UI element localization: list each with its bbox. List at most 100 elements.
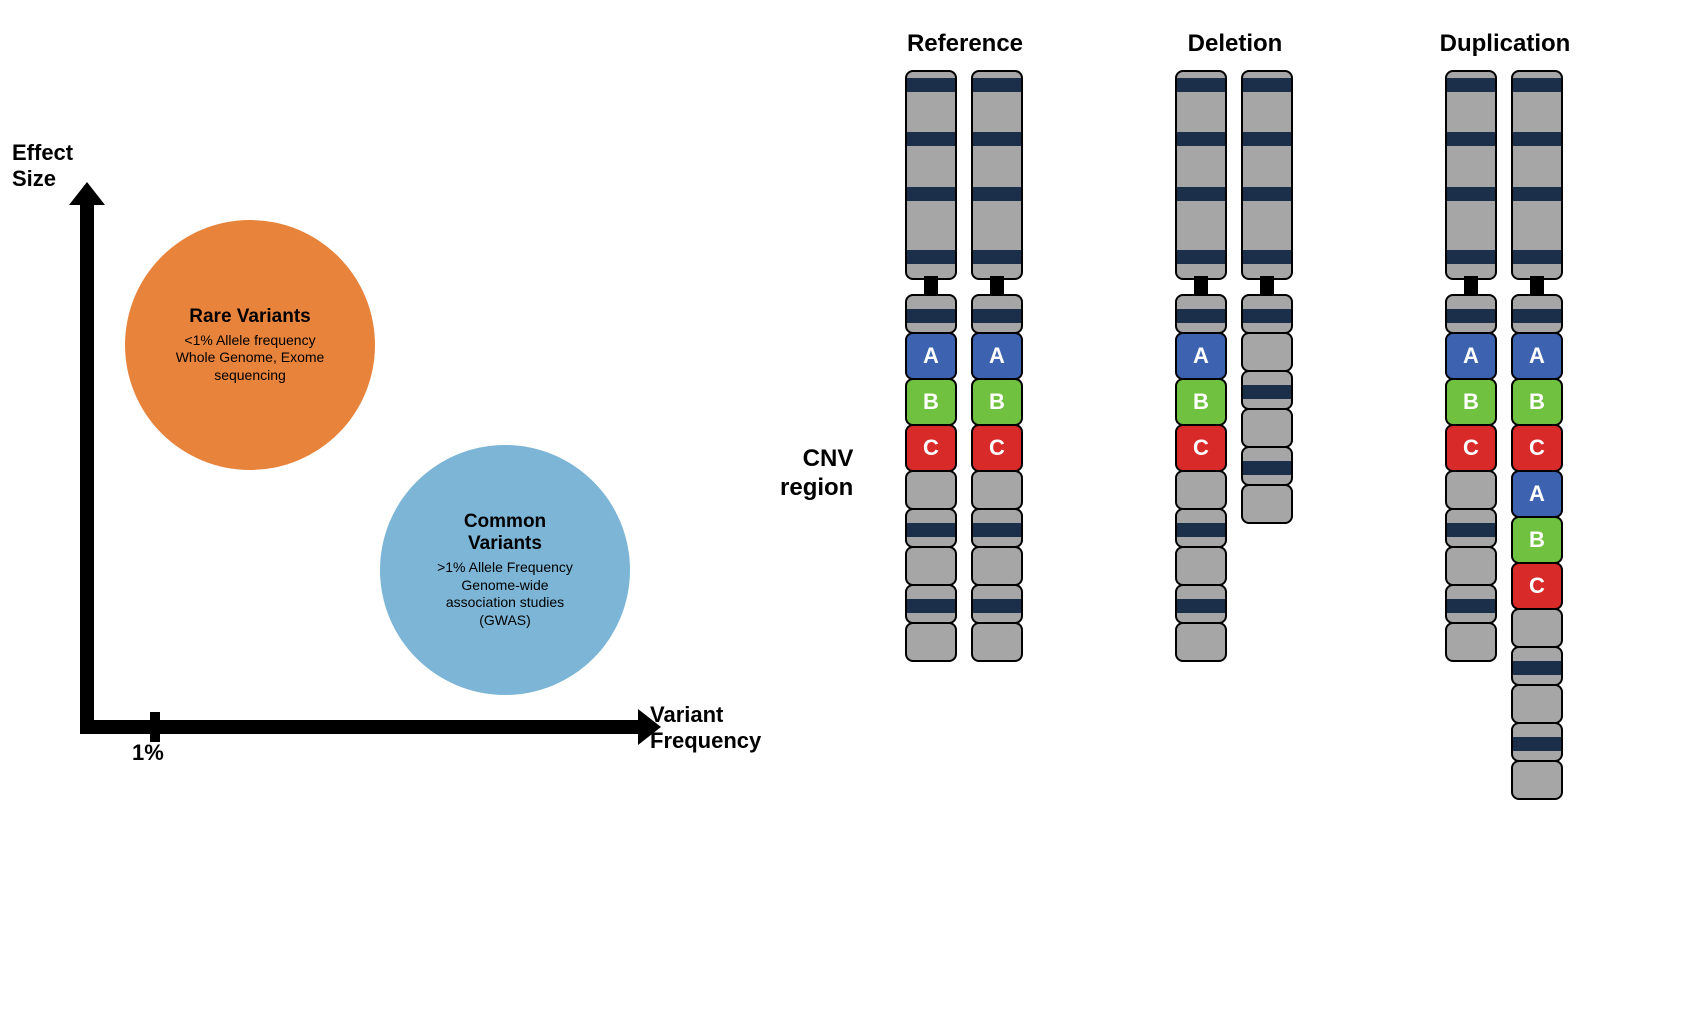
short-arm <box>971 70 1023 280</box>
gray-segment <box>1445 294 1497 334</box>
gene-segment-a: A <box>1175 332 1227 380</box>
chromosome-group-title: Reference <box>845 30 1085 58</box>
gray-segment <box>1175 622 1227 662</box>
gene-segment-a: A <box>905 332 957 380</box>
chromatid: ABC <box>905 70 957 660</box>
gene-label: B <box>1529 389 1545 415</box>
gray-segment <box>1445 584 1497 624</box>
chromatid <box>1241 70 1293 522</box>
x-tick-1pct <box>150 712 160 742</box>
chrom-band <box>1177 523 1225 537</box>
chromosome-group-title: Duplication <box>1385 30 1625 58</box>
gray-segment <box>1511 608 1563 648</box>
centromere <box>1194 276 1208 296</box>
gene-label: C <box>1463 435 1479 461</box>
gray-segment <box>1445 546 1497 586</box>
chrom-band <box>907 523 955 537</box>
gray-segment <box>905 584 957 624</box>
chrom-band <box>973 187 1021 201</box>
chrom-band <box>1177 187 1225 201</box>
gene-segment-c: C <box>971 424 1023 472</box>
short-arm <box>1511 70 1563 280</box>
chrom-band <box>1243 250 1291 264</box>
chrom-band <box>1177 309 1225 323</box>
gray-segment <box>1241 370 1293 410</box>
gray-segment <box>1241 446 1293 486</box>
gene-label: A <box>989 343 1005 369</box>
gene-segment-b: B <box>1175 378 1227 426</box>
common-variants-circle: Common Variants>1% Allele Frequency Geno… <box>380 445 630 695</box>
circle-subtitle: >1% Allele Frequency Genome-wide associa… <box>437 559 573 629</box>
gene-label: C <box>989 435 1005 461</box>
gene-label: A <box>1529 343 1545 369</box>
gray-segment <box>1175 508 1227 548</box>
gene-label: B <box>1463 389 1479 415</box>
chrom-band <box>1243 132 1291 146</box>
chrom-band <box>973 78 1021 92</box>
chrom-band <box>973 250 1021 264</box>
gene-label: B <box>923 389 939 415</box>
gray-segment <box>1175 470 1227 510</box>
gray-segment <box>905 470 957 510</box>
chrom-band <box>1177 78 1225 92</box>
short-arm <box>905 70 957 280</box>
chrom-band <box>1447 250 1495 264</box>
gray-segment <box>1511 684 1563 724</box>
gray-segment <box>905 622 957 662</box>
gray-segment <box>971 470 1023 510</box>
gray-segment <box>1511 760 1563 800</box>
gene-segment-c: C <box>1511 562 1563 610</box>
circle-subtitle: <1% Allele frequency Whole Genome, Exome… <box>176 332 325 385</box>
y-axis-arrow <box>69 182 105 205</box>
chrom-band <box>1447 187 1495 201</box>
chrom-band <box>973 132 1021 146</box>
chrom-band <box>907 187 955 201</box>
chromatid: ABCABC <box>1511 70 1563 798</box>
gene-label: B <box>1529 527 1545 553</box>
gene-label: C <box>1529 573 1545 599</box>
gene-label: B <box>1193 389 1209 415</box>
gene-label: A <box>1463 343 1479 369</box>
gray-segment <box>971 508 1023 548</box>
cnv-region-label: CNV region <box>780 445 853 503</box>
gene-label: A <box>1529 481 1545 507</box>
chrom-band <box>1513 737 1561 751</box>
gray-segment <box>971 294 1023 334</box>
chrom-band <box>1513 132 1561 146</box>
chrom-band <box>1513 250 1561 264</box>
gray-segment <box>1511 646 1563 686</box>
chrom-band <box>907 309 955 323</box>
y-axis-label: Effect Size <box>12 140 73 192</box>
gene-segment-b: B <box>1511 516 1563 564</box>
gene-label: C <box>1193 435 1209 461</box>
chrom-band <box>907 250 955 264</box>
gray-segment <box>905 508 957 548</box>
gray-segment <box>1445 508 1497 548</box>
gene-segment-c: C <box>1511 424 1563 472</box>
circle-title: Common Variants <box>464 511 546 555</box>
gray-segment <box>1445 622 1497 662</box>
centromere <box>1464 276 1478 296</box>
centromere <box>1530 276 1544 296</box>
gray-segment <box>1511 722 1563 762</box>
rare-variants-circle: Rare Variants<1% Allele frequency Whole … <box>125 220 375 470</box>
chrom-band <box>973 599 1021 613</box>
chrom-band <box>907 132 955 146</box>
chrom-band <box>1513 661 1561 675</box>
chrom-band <box>907 599 955 613</box>
gene-label: C <box>923 435 939 461</box>
gene-label: A <box>1193 343 1209 369</box>
gray-segment <box>971 546 1023 586</box>
gene-segment-a: A <box>1511 332 1563 380</box>
gray-segment <box>1445 470 1497 510</box>
chrom-band <box>1243 78 1291 92</box>
gene-segment-a: A <box>1445 332 1497 380</box>
chromatid: ABC <box>1175 70 1227 660</box>
x-axis-label: Variant Frequency <box>650 702 761 754</box>
chromatid: ABC <box>1445 70 1497 660</box>
gene-segment-a: A <box>971 332 1023 380</box>
chrom-band <box>1447 309 1495 323</box>
gray-segment <box>1175 546 1227 586</box>
chrom-band <box>1243 385 1291 399</box>
chrom-band <box>1513 309 1561 323</box>
